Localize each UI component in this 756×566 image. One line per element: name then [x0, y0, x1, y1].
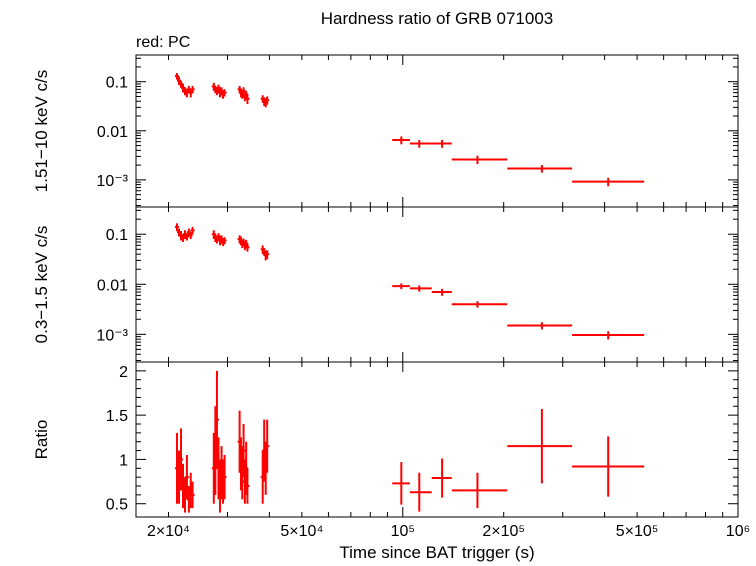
y-tick-label: 0.01: [97, 124, 128, 141]
data-point: [174, 73, 179, 80]
chart-title: Hardness ratio of GRB 071003: [321, 9, 553, 28]
y-axis-label: 1.51−10 keV c/s: [32, 70, 51, 192]
data-point: [572, 331, 645, 340]
data-point: [241, 424, 246, 478]
y-tick-label: 0.5: [106, 497, 128, 514]
data-point: [392, 136, 410, 145]
data-point: [507, 408, 573, 484]
data-point: [245, 94, 250, 105]
x-axis-label: Time since BAT trigger (s): [339, 543, 534, 562]
y-tick-label: 2: [119, 364, 128, 381]
panel-frame: [135, 54, 739, 208]
y-tick-label: 10⁻³: [96, 327, 128, 344]
data-point: [245, 468, 250, 504]
data-point: [188, 232, 193, 240]
data-point: [214, 370, 219, 469]
y-tick-label: 0.1: [106, 75, 128, 92]
data-point: [392, 283, 410, 290]
data-point: [222, 455, 227, 500]
data-point: [222, 237, 227, 245]
data-point: [216, 84, 221, 92]
data-point: [392, 462, 410, 505]
data-point: [241, 87, 246, 96]
y-tick-label: 1: [119, 452, 128, 469]
panels: 0.1 0.01 10⁻³ 1.51−10 keV c/s 0.1 0.01 10⁻³ 0.3…: [32, 54, 750, 540]
y-axis-label: 0.3−1.5 keV c/s: [32, 226, 51, 344]
data-point: [190, 85, 195, 94]
data-point: [451, 301, 508, 308]
panel-bottom: 2 1.5 1 0.5 Ratio: [32, 361, 739, 518]
data-point: [190, 481, 195, 509]
data-point: [431, 139, 452, 148]
data-point: [265, 96, 270, 105]
y-tick-label: 0.01: [97, 277, 128, 294]
data-point: [409, 285, 432, 292]
y-tick-label: 10⁻³: [96, 173, 128, 190]
data-point: [451, 155, 508, 165]
data-point: [507, 322, 573, 330]
data-point: [190, 226, 195, 235]
panel-top: 0.1 0.01 10⁻³ 1.51−10 keV c/s: [32, 54, 739, 208]
data-point: [507, 165, 573, 173]
data-point: [572, 177, 645, 187]
legend-note: red: PC: [136, 34, 190, 51]
data-point: [174, 223, 179, 232]
data-point: [431, 288, 452, 296]
data-point: [451, 472, 508, 509]
data-point: [222, 89, 227, 97]
data-point: [245, 243, 250, 252]
data-point: [409, 472, 432, 512]
x-tick-label: 2×10⁴: [147, 523, 190, 540]
panel-frame: [135, 361, 739, 518]
data-point: [431, 458, 452, 498]
x-tick-label: 5×10⁵: [616, 523, 659, 540]
panel-middle: 0.1 0.01 10⁻³ 0.3−1.5 keV c/s: [32, 206, 739, 363]
data-point: [265, 250, 270, 259]
data-point: [265, 419, 270, 473]
x-tick-label: 2×10⁵: [482, 523, 525, 540]
y-axis-label: Ratio: [32, 420, 51, 460]
panel-frame: [135, 206, 739, 363]
y-tick-label: 0.1: [106, 227, 128, 244]
y-tick-label: 1.5: [106, 408, 128, 425]
data-point: [572, 436, 645, 497]
data-point: [409, 139, 432, 148]
data-point: [179, 428, 184, 491]
x-tick-label: 5×10⁴: [280, 523, 323, 540]
x-tick-label: 10⁶: [726, 523, 750, 540]
data-point: [184, 455, 189, 500]
x-tick-label: 10⁵: [391, 523, 415, 540]
